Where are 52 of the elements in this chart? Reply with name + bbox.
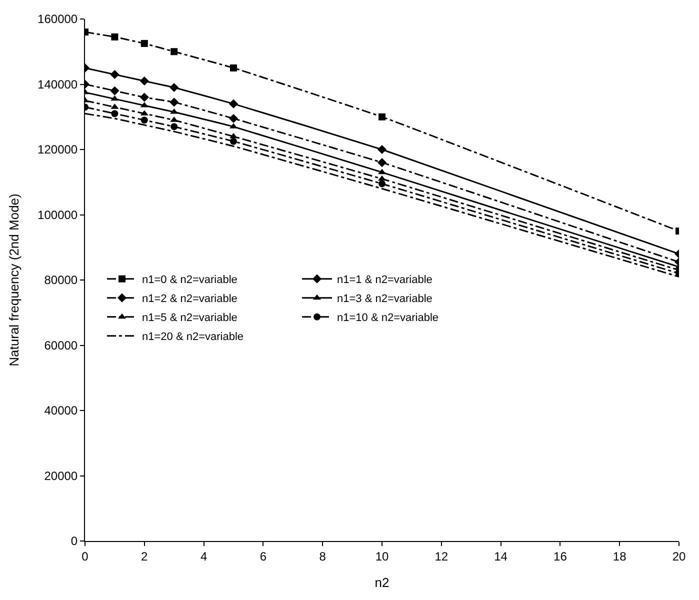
point: [111, 33, 118, 40]
point: [228, 114, 238, 124]
point: [378, 180, 386, 188]
point: [110, 70, 120, 80]
point: [170, 48, 178, 56]
y-axis-title: Natural frequency (2nd Mode): [6, 194, 22, 366]
y-tick-label: 120000: [38, 142, 78, 157]
x-tick-label: 20: [672, 549, 686, 564]
y-tick-label: 0: [70, 534, 78, 548]
legend-label: n1=5 & n2=variable: [142, 312, 238, 324]
y-tick-label: 80000: [44, 273, 78, 288]
x-tick-label: 0: [82, 549, 89, 564]
legend-label: n1=3 & n2=variable: [337, 293, 432, 306]
x-tick-label: 8: [319, 549, 326, 564]
x-tick-label: 18: [612, 549, 627, 564]
x-tick-label: 2: [141, 549, 148, 564]
legend-label: n1=20 & n2=variable: [142, 331, 244, 344]
point: [170, 123, 178, 130]
point: [140, 76, 149, 86]
legend-label: n1=0 & n2=variable: [142, 274, 238, 286]
x-tick-label: 4: [200, 549, 208, 564]
point: [170, 108, 178, 114]
x-tick-label: 14: [494, 549, 508, 564]
point: [140, 116, 148, 124]
point: [170, 82, 179, 92]
legend-label: n1=2 & n2=variable: [142, 293, 238, 306]
legend-label: n1=1 & n2=variable: [337, 274, 432, 286]
point: [230, 64, 237, 72]
legend-label: n1=10 & n2=variable: [337, 312, 439, 324]
y-tick-label: 160000: [38, 12, 78, 26]
y-tick-label: 100000: [38, 208, 78, 222]
y-tick-label: 20000: [44, 468, 78, 483]
point: [140, 92, 149, 102]
x-tick-label: 16: [554, 549, 568, 564]
point: [378, 113, 386, 120]
point: [111, 110, 118, 118]
point: [110, 95, 119, 101]
point: [230, 138, 237, 145]
point: [110, 86, 120, 96]
x-tick-label: 12: [434, 549, 448, 564]
y-tick-label: 140000: [38, 77, 78, 92]
point: [140, 40, 148, 47]
x-axis-title: n2: [374, 575, 390, 590]
x-tick-label: 10: [375, 549, 389, 564]
point: [377, 158, 387, 168]
point: [170, 98, 179, 107]
y-tick-label: 40000: [44, 404, 78, 418]
x-tick-label: 6: [260, 549, 267, 564]
point: [377, 144, 387, 154]
point: [228, 99, 238, 108]
point: [140, 102, 148, 108]
y-tick-label: 60000: [44, 338, 78, 352]
